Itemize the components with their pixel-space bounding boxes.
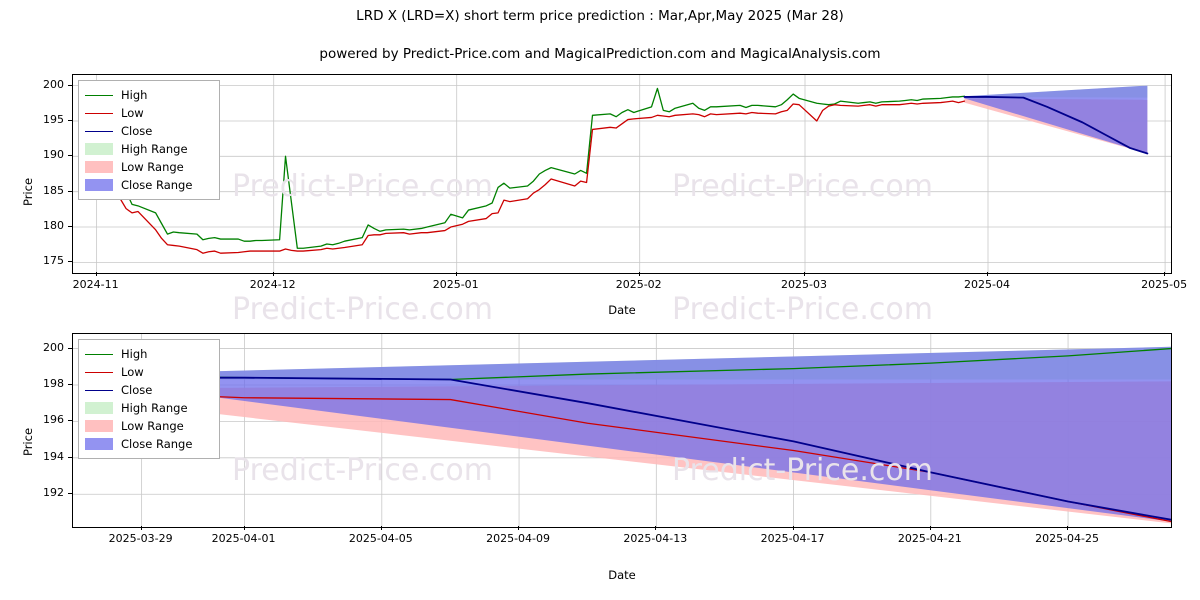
legend-label: High xyxy=(121,88,148,102)
x-tick-label: 2025-01 xyxy=(432,278,479,291)
x-tick-label: 2025-03-29 xyxy=(108,532,173,545)
x-tick-mark xyxy=(140,526,142,530)
x-tick-label: 2024-11 xyxy=(72,278,119,291)
y-tick-mark xyxy=(68,456,72,458)
x-tick-mark xyxy=(95,272,97,276)
x-tick-label: 2025-04-13 xyxy=(623,532,688,545)
legend-label: High Range xyxy=(121,142,188,156)
legend-patch-swatch xyxy=(85,402,113,414)
legend-item: High xyxy=(85,345,211,363)
legend-item: Low xyxy=(85,363,211,381)
y-tick-label: 196 xyxy=(43,413,64,427)
y-tick-label: 192 xyxy=(43,486,64,500)
x-tick-mark xyxy=(804,272,805,276)
page-title: LRD X (LRD=X) short term price predictio… xyxy=(356,8,844,24)
legend-label: High xyxy=(121,347,148,361)
x-tick-mark xyxy=(929,526,931,530)
y-tick-label: 175 xyxy=(43,254,64,268)
x-tick-mark xyxy=(792,526,794,530)
legend-label: Close Range xyxy=(121,437,193,451)
x-tick-mark xyxy=(455,272,457,276)
x-tick-label: 2025-05 xyxy=(1141,278,1188,291)
legend-item: High xyxy=(85,86,211,104)
legend-line-swatch xyxy=(85,112,113,114)
y-tick-mark xyxy=(68,155,72,157)
y-tick-label: 190 xyxy=(43,148,64,162)
y-tick-mark xyxy=(68,261,72,263)
legend-label: Low xyxy=(121,365,144,379)
y-tick-mark xyxy=(68,347,72,349)
legend-patch-swatch xyxy=(85,420,113,432)
x-tick-mark xyxy=(272,272,274,276)
legend-item: Close xyxy=(85,122,211,140)
top-plot-area xyxy=(72,74,1172,274)
legend-label: Low Range xyxy=(121,419,184,433)
legend-line-swatch xyxy=(85,371,113,373)
x-tick-mark xyxy=(638,272,640,276)
y-tick-mark xyxy=(68,493,72,495)
legend-patch-swatch xyxy=(85,161,113,173)
x-tick-mark xyxy=(243,526,245,530)
y-tick-label: 198 xyxy=(43,376,64,390)
legend-item: Close xyxy=(85,381,211,399)
y-tick-mark xyxy=(68,190,72,192)
y-tick-mark xyxy=(68,119,72,121)
x-tick-label: 2025-04-25 xyxy=(1035,532,1100,545)
legend-item: Low Range xyxy=(85,417,211,435)
y-tick-mark xyxy=(68,383,72,385)
bottom-plot-area xyxy=(72,333,1172,528)
chart-legend: High Low Close High Range Low Range Close Ran… xyxy=(78,339,220,459)
x-tick-label: 2025-03 xyxy=(781,278,827,291)
x-tick-label: 2025-04-09 xyxy=(486,532,551,545)
legend-label: Close xyxy=(121,124,153,138)
legend-patch-swatch xyxy=(85,143,113,155)
bottom-chart-panel: Price Date Predict-Price.com Predict-Pric… xyxy=(0,325,1200,595)
y-tick-label: 195 xyxy=(43,112,64,126)
y-tick-mark xyxy=(68,84,72,86)
x-tick-label: 2024-12 xyxy=(249,278,296,291)
x-tick-mark xyxy=(518,526,520,530)
y-tick-label: 185 xyxy=(43,183,64,197)
y-tick-mark xyxy=(68,420,72,422)
page-subtitle: powered by Predict-Price.com and Magical… xyxy=(319,46,881,62)
y-tick-label: 194 xyxy=(43,449,64,463)
x-tick-mark xyxy=(1164,272,1166,276)
x-tick-mark xyxy=(1067,526,1069,530)
y-tick-label: 180 xyxy=(43,219,64,233)
legend-label: Low Range xyxy=(121,160,184,174)
legend-patch-swatch xyxy=(85,438,113,450)
legend-label: Close Range xyxy=(121,178,193,192)
legend-line-swatch xyxy=(85,130,113,132)
x-tick-mark xyxy=(655,526,657,530)
legend-line-swatch xyxy=(85,94,113,96)
x-tick-label: 2025-04 xyxy=(964,278,1010,291)
x-tick-label: 2025-04-05 xyxy=(348,532,413,545)
legend-label: Close xyxy=(121,383,153,397)
top-chart-panel: Price Date Predict-Price.com Predict-Pric… xyxy=(0,60,1200,327)
legend-item: Low Range xyxy=(85,158,211,176)
legend-item: Low xyxy=(85,104,211,122)
x-tick-mark xyxy=(380,526,382,530)
legend-label: High Range xyxy=(121,401,188,415)
x-tick-label: 2025-04-01 xyxy=(211,532,276,545)
x-tick-label: 2025-04-21 xyxy=(897,532,962,545)
bottom-x-axis-label: Date xyxy=(608,568,636,582)
x-tick-label: 2025-02 xyxy=(615,278,662,291)
legend-label: Low xyxy=(121,106,144,120)
top-x-axis-label: Date xyxy=(608,303,636,317)
y-tick-label: 200 xyxy=(43,77,64,91)
legend-item: High Range xyxy=(85,399,211,417)
legend-item: Close Range xyxy=(85,435,211,453)
y-tick-mark xyxy=(68,226,72,228)
legend-patch-swatch xyxy=(85,179,113,191)
legend-line-swatch xyxy=(85,389,113,391)
legend-item: Close Range xyxy=(85,176,211,194)
x-tick-label: 2025-04-17 xyxy=(760,532,825,545)
legend-item: High Range xyxy=(85,140,211,158)
chart-legend: High Low Close High Range Low Range Close Ran… xyxy=(78,80,220,200)
legend-line-swatch xyxy=(85,353,113,355)
y-tick-label: 200 xyxy=(43,340,64,354)
x-tick-mark xyxy=(987,272,988,276)
